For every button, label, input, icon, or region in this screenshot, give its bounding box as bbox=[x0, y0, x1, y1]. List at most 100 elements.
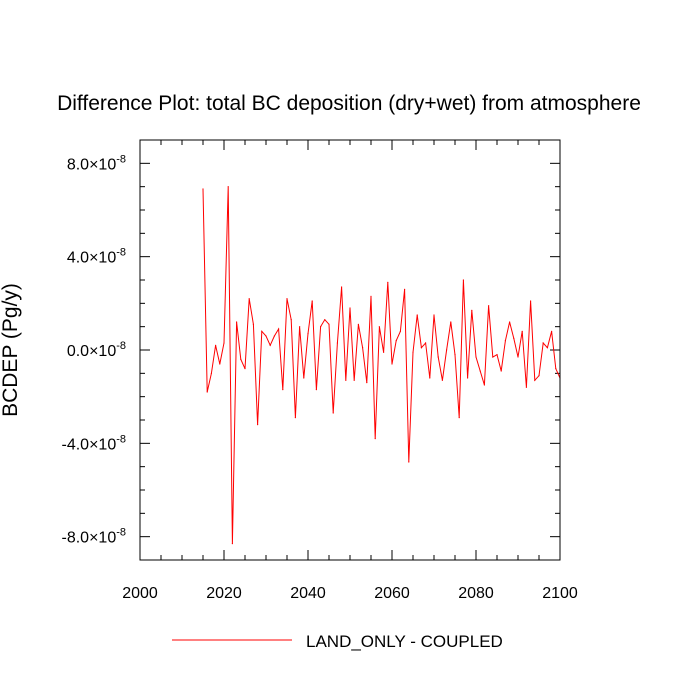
x-tick-label: 2020 bbox=[206, 585, 242, 602]
data-point bbox=[450, 321, 452, 323]
data-point bbox=[513, 337, 515, 339]
data-point bbox=[391, 363, 393, 365]
data-point bbox=[404, 288, 406, 290]
data-point bbox=[467, 377, 469, 379]
data-point bbox=[315, 389, 317, 391]
data-point bbox=[475, 356, 477, 358]
data-point bbox=[290, 319, 292, 321]
data-point bbox=[395, 340, 397, 342]
data-point bbox=[210, 372, 212, 374]
x-tick-label: 2060 bbox=[374, 585, 410, 602]
data-point bbox=[328, 323, 330, 325]
data-point bbox=[265, 335, 267, 337]
data-point bbox=[525, 386, 528, 388]
data-point bbox=[387, 281, 389, 283]
data-point bbox=[462, 279, 464, 281]
data-point bbox=[370, 295, 372, 297]
y-tick-labels: 8.0×10-8 4.0×10-8 0.0×10-8 -4.0×10-8 -8.0×10… bbox=[62, 153, 127, 546]
data-point bbox=[483, 384, 485, 386]
data-point bbox=[383, 351, 385, 353]
data-point bbox=[433, 314, 435, 316]
data-point bbox=[223, 342, 225, 344]
series-points bbox=[202, 186, 561, 545]
legend-label: LAND_ONLY - COUPLED bbox=[306, 632, 503, 651]
data-point bbox=[236, 321, 238, 323]
data-point bbox=[307, 333, 309, 335]
data-point bbox=[378, 326, 380, 328]
data-point bbox=[542, 342, 544, 344]
data-point bbox=[336, 342, 338, 344]
legend: LAND_ONLY - COUPLED bbox=[172, 632, 503, 651]
data-point bbox=[357, 323, 359, 325]
data-point bbox=[294, 417, 296, 419]
data-point bbox=[429, 377, 431, 379]
series-line bbox=[202, 186, 561, 544]
data-point bbox=[332, 412, 334, 414]
data-point bbox=[257, 424, 259, 426]
data-point bbox=[202, 188, 204, 190]
data-point bbox=[278, 328, 280, 330]
data-point bbox=[416, 314, 418, 316]
data-point bbox=[500, 370, 502, 372]
y-axis-label: BCDEP (Pg/y) bbox=[0, 283, 22, 417]
data-point bbox=[320, 326, 322, 328]
data-point bbox=[341, 286, 343, 288]
data-point bbox=[458, 417, 460, 419]
data-point bbox=[492, 356, 494, 358]
data-point bbox=[488, 305, 490, 307]
x-tick-label: 2040 bbox=[290, 585, 326, 602]
data-point bbox=[399, 330, 401, 332]
data-point bbox=[269, 344, 271, 346]
x-tick-labels: 2000 2020 2040 2060 2080 2100 bbox=[122, 585, 578, 602]
data-point bbox=[441, 379, 443, 381]
data-point bbox=[206, 391, 208, 393]
data-point bbox=[454, 354, 456, 356]
data-point bbox=[446, 349, 448, 351]
data-point bbox=[517, 356, 519, 358]
data-point bbox=[231, 543, 233, 545]
data-point bbox=[248, 298, 250, 300]
data-point bbox=[244, 368, 246, 370]
data-point bbox=[555, 368, 557, 370]
data-point bbox=[374, 438, 376, 440]
plot-frame bbox=[139, 139, 561, 561]
data-point bbox=[551, 330, 553, 332]
data-point bbox=[509, 321, 511, 323]
x-tick-label: 2100 bbox=[542, 585, 578, 602]
data-point bbox=[471, 309, 473, 311]
data-point bbox=[530, 300, 532, 302]
data-point bbox=[412, 351, 414, 353]
data-point bbox=[324, 319, 326, 321]
data-point bbox=[349, 307, 351, 309]
data-point bbox=[538, 375, 540, 377]
y-tick-label: -8.0×10-8 bbox=[62, 527, 127, 547]
minor-ticks bbox=[140, 140, 560, 560]
y-tick-label: 8.0×10-8 bbox=[67, 153, 126, 173]
data-point bbox=[408, 461, 410, 463]
data-point bbox=[546, 347, 549, 349]
data-point bbox=[534, 379, 536, 381]
data-point bbox=[425, 342, 427, 344]
data-point bbox=[420, 347, 422, 349]
data-point bbox=[479, 370, 481, 372]
data-point bbox=[353, 379, 355, 381]
data-point bbox=[496, 354, 498, 356]
data-point bbox=[215, 344, 217, 346]
data-point bbox=[521, 330, 523, 332]
data-point bbox=[282, 389, 284, 391]
y-tick-label: 0.0×10-8 bbox=[67, 340, 126, 360]
y-tick-label: -4.0×10-8 bbox=[62, 433, 127, 453]
data-point bbox=[227, 186, 229, 188]
data-point bbox=[311, 300, 313, 302]
data-point bbox=[366, 382, 368, 384]
data-point bbox=[240, 358, 242, 360]
data-point bbox=[261, 330, 263, 332]
data-point bbox=[299, 326, 301, 328]
data-point bbox=[273, 335, 275, 337]
x-tick-label: 2000 bbox=[122, 585, 158, 602]
x-tick-label: 2080 bbox=[458, 585, 494, 602]
chart-title: Difference Plot: total BC deposition (dr… bbox=[57, 92, 641, 115]
data-point bbox=[219, 363, 221, 365]
data-point bbox=[504, 340, 506, 342]
